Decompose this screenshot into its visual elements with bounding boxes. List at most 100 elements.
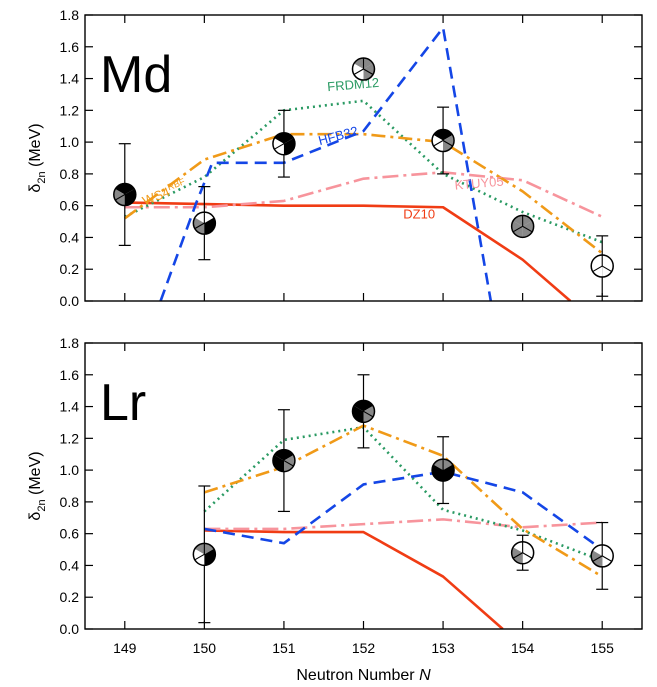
y-tick-label: 0.8 bbox=[60, 494, 80, 510]
x-axis-label-italic: N bbox=[419, 667, 431, 684]
y-tick-label: 1.0 bbox=[60, 134, 80, 150]
series-label-hfb32: HFB32 bbox=[317, 123, 360, 148]
data-point-outline bbox=[590, 544, 614, 568]
x-tick-label: 153 bbox=[431, 640, 455, 656]
panel-md: 0.0 0.2 0.4 0.6 0.8 1.0 1.2 1.4 1.6 1.8 δ2n (MeV) M… bbox=[27, 7, 643, 309]
data-point-outline bbox=[351, 399, 376, 424]
data-point-divider bbox=[114, 194, 126, 201]
data-point-divider bbox=[363, 68, 374, 75]
data-point bbox=[510, 540, 535, 565]
y-tick-label: 1.8 bbox=[60, 7, 80, 23]
data-point-divider bbox=[512, 225, 523, 233]
y-axis-label-unit: (MeV) bbox=[27, 451, 44, 499]
data-point bbox=[272, 448, 296, 473]
data-point-outline bbox=[113, 182, 137, 207]
series-label-frdm12: FRDM12 bbox=[327, 75, 380, 94]
y-axis-label-sub: 2n bbox=[36, 499, 48, 511]
data-point-outline bbox=[272, 448, 296, 473]
x-tick-label: 155 bbox=[591, 640, 615, 656]
experimental-points bbox=[192, 374, 614, 624]
data-point-divider bbox=[433, 469, 444, 477]
series-line-dz10 bbox=[204, 529, 504, 629]
y-tick-label: 1.2 bbox=[60, 102, 80, 118]
data-point-divider bbox=[274, 143, 285, 150]
series-line-ws4rbf bbox=[124, 132, 604, 255]
data-point-outline bbox=[590, 254, 614, 278]
data-point-divider bbox=[601, 555, 613, 562]
panel-lr: 0.0 0.2 0.4 0.6 0.8 1.0 1.2 1.4 1.6 1.8 149 150 151 1… bbox=[27, 335, 643, 684]
y-tick-label: 1.4 bbox=[60, 399, 80, 415]
data-point bbox=[113, 182, 137, 207]
y-tick-label: 0.4 bbox=[60, 229, 80, 245]
data-point-divider bbox=[353, 410, 364, 418]
series-label-text: DZ10 bbox=[403, 206, 435, 221]
series-line-ws4rbf bbox=[203, 424, 603, 578]
data-point-divider bbox=[592, 265, 603, 273]
data-point-outline bbox=[192, 542, 217, 567]
y-tick-label: 1.4 bbox=[60, 71, 80, 87]
data-point-divider bbox=[274, 460, 285, 467]
data-point-divider bbox=[283, 143, 294, 150]
data-point-divider bbox=[194, 222, 205, 230]
data-point bbox=[351, 57, 376, 81]
y-axis-label-main: δ bbox=[27, 512, 44, 521]
data-point-divider bbox=[363, 410, 374, 418]
y-axis-label-main: δ bbox=[27, 184, 44, 193]
y-tick-label: 0.0 bbox=[60, 621, 80, 637]
data-point-outline bbox=[510, 540, 535, 565]
series-label-ktuy05: KTUY05 bbox=[454, 174, 504, 193]
data-point-divider bbox=[194, 553, 205, 561]
x-axis-label-text: Neutron Number bbox=[296, 667, 419, 684]
series-label-text: KTUY05 bbox=[454, 174, 504, 193]
data-point-divider bbox=[442, 469, 453, 477]
y-tick-label: 0.6 bbox=[60, 526, 80, 542]
model-lines bbox=[203, 424, 603, 629]
data-point bbox=[590, 544, 614, 568]
data-point bbox=[192, 542, 217, 567]
data-point-divider bbox=[512, 552, 523, 559]
y-tick-label: 0.0 bbox=[60, 293, 80, 309]
data-point-outline bbox=[431, 458, 455, 482]
data-point-divider bbox=[522, 225, 533, 233]
y-tick-label: 1.6 bbox=[60, 39, 80, 55]
data-point-divider bbox=[353, 68, 364, 75]
data-point-divider bbox=[442, 140, 453, 147]
y-axis-label: δ2n (MeV) bbox=[27, 123, 48, 192]
y-tick-label: 1.8 bbox=[60, 335, 80, 351]
y-tick-label: 1.2 bbox=[60, 430, 80, 446]
data-point-divider bbox=[124, 194, 135, 201]
series-label-dz10: DZ10 bbox=[403, 206, 435, 221]
y-axis-label-sub: 2n bbox=[36, 171, 48, 183]
series-label-text: FRDM12 bbox=[327, 75, 380, 94]
y-axis-label: δ2n (MeV) bbox=[27, 451, 48, 520]
series-line-frdm12 bbox=[124, 99, 603, 244]
data-point-divider bbox=[601, 265, 613, 273]
y-tick-label: 0.6 bbox=[60, 198, 80, 214]
y-tick-label: 0.8 bbox=[60, 166, 80, 182]
x-tick-label: 152 bbox=[352, 640, 376, 656]
panel-label: Lr bbox=[100, 374, 146, 432]
data-point-outline bbox=[192, 211, 217, 235]
series-line-dz10 bbox=[124, 201, 572, 301]
data-point-divider bbox=[204, 553, 215, 561]
data-point-divider bbox=[204, 222, 215, 230]
y-tick-label: 0.2 bbox=[60, 261, 80, 277]
data-point-outline bbox=[272, 131, 296, 156]
y-tick-label: 0.4 bbox=[60, 557, 80, 573]
series-line-ktuy05 bbox=[204, 518, 603, 531]
data-point bbox=[192, 211, 217, 235]
series-line-hfb32 bbox=[204, 470, 603, 551]
data-point-divider bbox=[522, 552, 533, 559]
y-tick-label: 0.2 bbox=[60, 589, 80, 605]
data-point-divider bbox=[283, 460, 294, 467]
data-point-outline bbox=[510, 214, 535, 239]
y-axis-label-unit: (MeV) bbox=[27, 123, 44, 171]
series-line-ktuy05 bbox=[124, 171, 603, 218]
data-point bbox=[272, 131, 296, 156]
data-point-divider bbox=[592, 555, 603, 562]
x-axis-label: Neutron Number N bbox=[296, 667, 431, 684]
x-tick-label: 149 bbox=[113, 640, 137, 656]
data-point bbox=[510, 214, 535, 239]
data-point-outline bbox=[351, 57, 376, 81]
